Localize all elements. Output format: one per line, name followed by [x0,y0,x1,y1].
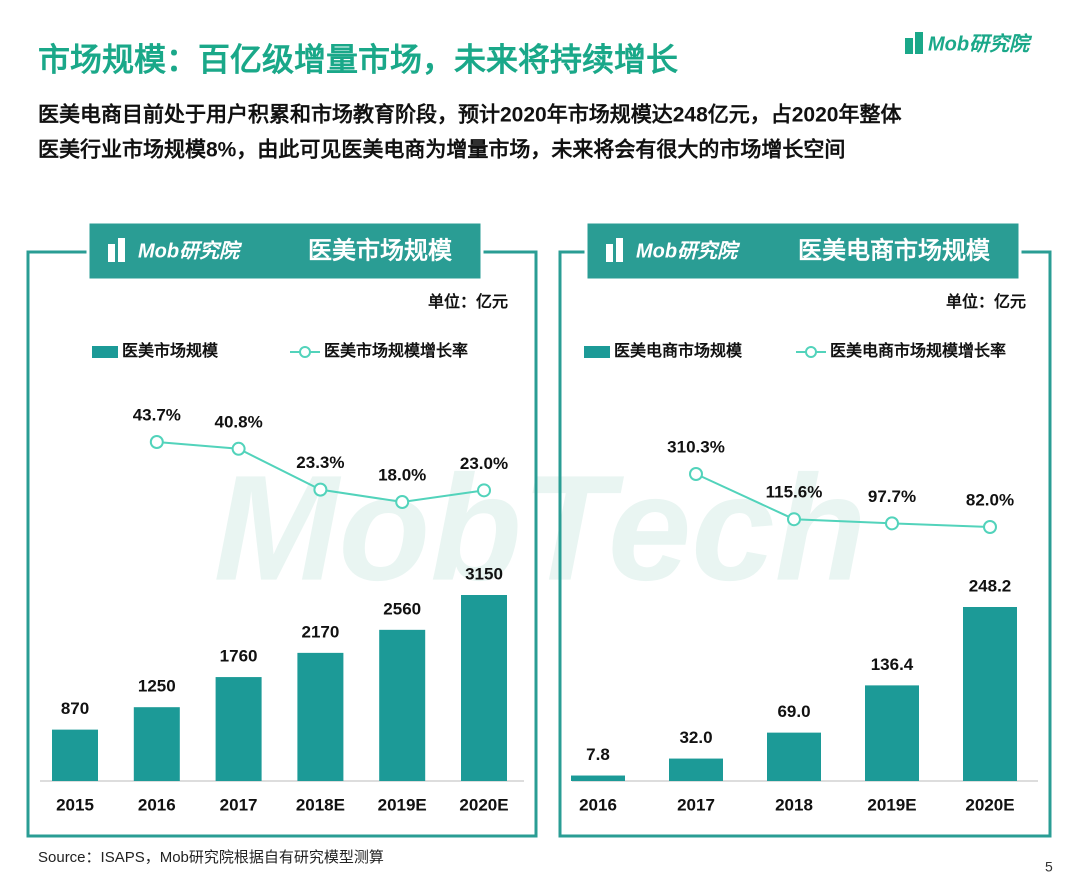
legend-label: 医美市场规模 [122,341,219,360]
data-label: 18.0% [378,465,426,484]
unit-label: 单位：亿元 [428,292,508,311]
data-label: 870 [61,699,89,718]
data-label: 136.4 [871,655,914,674]
data-label: 2560 [383,599,421,618]
legend-label: 医美电商市场规模增长率 [830,341,1006,360]
data-label: 43.7% [133,405,181,424]
data-label: 40.8% [214,412,262,431]
panel-logo: Mob研究院 [636,239,741,262]
line-point [689,467,703,481]
data-label: 23.3% [296,453,344,472]
line-point [885,516,899,531]
data-label: 1250 [138,677,176,696]
data-label: 69.0 [777,702,810,721]
data-label: 310.3% [667,437,725,456]
bar [379,629,426,781]
logo: Mob研究院 [905,32,1033,55]
line-point [983,520,997,534]
x-tick-label: 2015 [56,795,94,814]
x-tick-label: 2018 [775,795,813,814]
data-label: 3150 [465,564,503,583]
source: Source：ISAPS，Mob研究院根据自有研究模型测算 [38,848,384,866]
legend-swatch [805,346,817,358]
data-label: 97.7% [868,487,916,506]
x-tick-label: 2019E [867,795,916,814]
bar [133,707,180,781]
data-label: 1760 [220,647,258,666]
subtitle: 医美行业市场规模8%，由此可见医美电商为增量市场，未来将会有很大的市场增长空间 [38,138,845,162]
data-label: 2170 [301,622,339,641]
x-tick-label: 2017 [677,795,715,814]
line-point [477,483,491,498]
data-label: 248.2 [969,576,1012,595]
panel-logo-icon [108,244,115,262]
x-tick-label: 2016 [579,795,617,814]
bar [215,677,262,781]
panel-title: 医美电商市场规模 [798,236,991,264]
line-point [313,482,328,497]
legend-label: 医美市场规模增长率 [324,341,468,360]
panel-title: 医美市场规模 [308,236,453,264]
x-tick-label: 2020E [965,795,1014,814]
x-tick-label: 2016 [138,795,176,814]
legend-swatch [92,346,118,358]
x-tick-label: 2018E [296,795,345,814]
data-label: 82.0% [966,490,1014,509]
x-tick-label: 2017 [220,795,258,814]
data-label: 7.8 [586,745,610,764]
panel-logo-icon [118,238,125,262]
legend-swatch [584,346,610,358]
unit-label: 单位：亿元 [946,292,1026,311]
bar [865,685,919,781]
data-label: 115.6% [766,483,823,502]
subtitle: 医美电商目前处于用户积累和市场教育阶段，预计2020年市场规模达248亿元，占2… [38,103,902,127]
line-point [395,495,410,509]
logo-icon [905,38,913,54]
legend-label: 医美电商市场规模 [614,341,743,360]
x-tick-label: 2020E [459,795,508,814]
bar [669,758,723,781]
logo-icon [915,32,923,54]
logo-text: Mob研究院 [928,32,1033,55]
bar [767,732,821,781]
x-tick-label: 2019E [378,795,427,814]
panel-logo: Mob研究院 [138,239,243,262]
panel-logo-icon [606,244,613,262]
panel-logo-icon [616,238,623,262]
bar [297,652,344,781]
line-point [231,441,246,456]
slide-title: 市场规模：百亿级增量市场，未来将持续增长 [38,41,678,77]
panel-header [584,220,1022,282]
data-label: 23.0% [460,454,508,473]
watermark: MobTech [214,444,867,612]
legend-swatch [299,346,311,358]
line [695,473,991,528]
bar [461,595,507,781]
bar [963,607,1017,781]
page-number: 5 [1045,859,1053,875]
bar [52,729,98,781]
line-point [149,435,164,449]
line-point [787,512,801,527]
bar [571,775,625,781]
panel-header [86,220,484,282]
data-label: 32.0 [679,728,712,747]
